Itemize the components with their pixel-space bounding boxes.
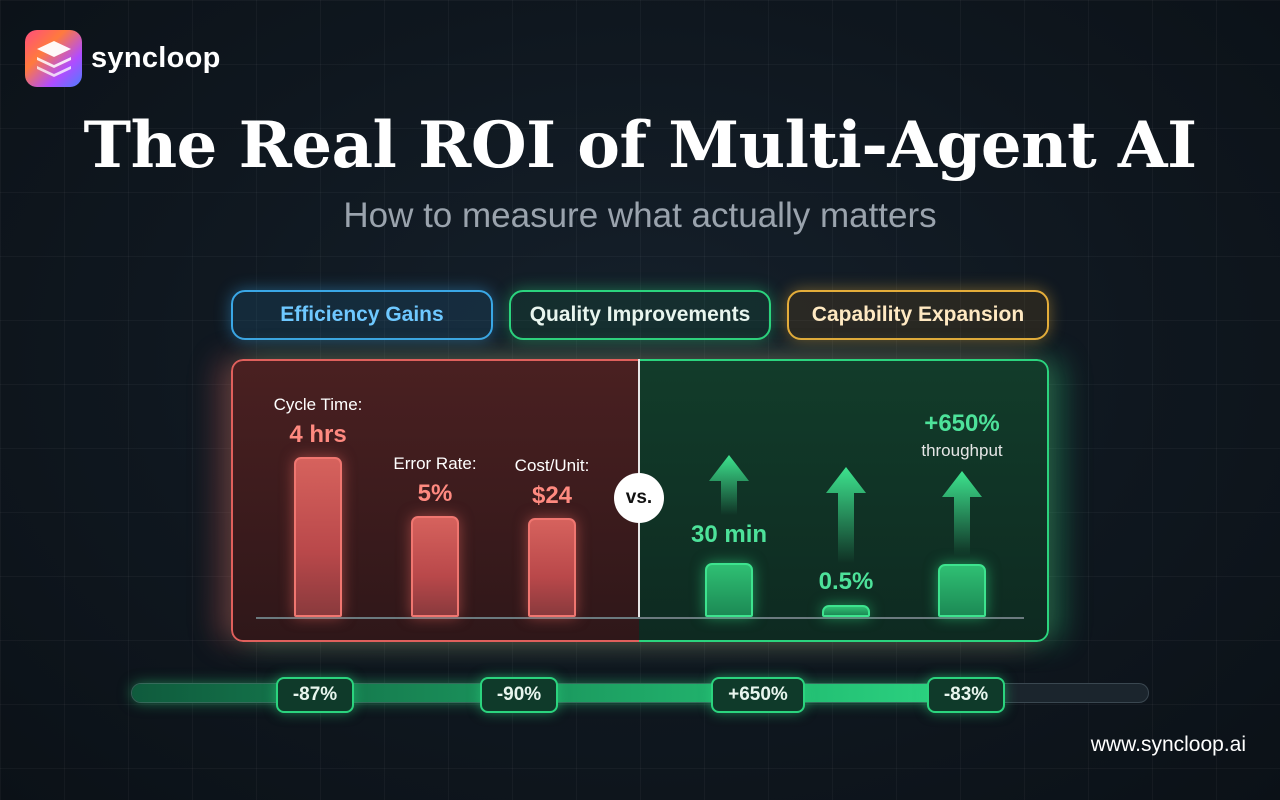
- page-title: The Real ROI of Multi-Agent AI: [83, 108, 1198, 183]
- layers-icon: [25, 30, 82, 87]
- before-metric-label: Error Rate:: [393, 454, 477, 473]
- progress-marker: -83%: [927, 677, 1005, 713]
- brand-name: syncloop: [91, 42, 221, 74]
- progress-marker: -90%: [480, 677, 558, 713]
- vs-badge: vs.: [614, 473, 664, 523]
- after-value-label: +650%: [924, 410, 1000, 437]
- before-metric-label: Cost/Unit:: [514, 456, 590, 475]
- after-value-label: 0.5%: [818, 568, 874, 595]
- chart-baseline: [256, 617, 1024, 619]
- before-bar: [294, 457, 342, 617]
- before-value-label: 5%: [417, 480, 453, 507]
- before-bar: [411, 516, 459, 617]
- tab-capability-expansion[interactable]: Capability Expansion: [787, 290, 1049, 340]
- after-sub-label: throughput: [921, 441, 1003, 460]
- before-value-label: $24: [531, 482, 573, 509]
- after-value-label: 30 min: [690, 521, 768, 548]
- after-bar: [822, 605, 870, 617]
- brand-logo[interactable]: syncloop: [25, 30, 221, 87]
- before-value-label: 4 hrs: [289, 421, 347, 448]
- progress-fill: [132, 684, 996, 702]
- tab-efficiency-gains[interactable]: Efficiency Gains: [231, 290, 493, 340]
- up-arrow-icon: [942, 471, 982, 556]
- up-arrow-icon: [826, 467, 866, 563]
- page-subtitle: How to measure what actually matters: [343, 196, 937, 235]
- footer-url[interactable]: www.syncloop.ai: [1090, 733, 1246, 756]
- tab-quality-improvements[interactable]: Quality Improvements: [509, 290, 771, 340]
- up-arrow-icon: [709, 455, 749, 515]
- progress-marker: -87%: [276, 677, 354, 713]
- before-bar: [528, 518, 576, 617]
- after-bar: [705, 563, 753, 617]
- progress-marker: +650%: [711, 677, 805, 713]
- before-metric-label: Cycle Time:: [273, 395, 363, 414]
- after-bar: [938, 564, 986, 617]
